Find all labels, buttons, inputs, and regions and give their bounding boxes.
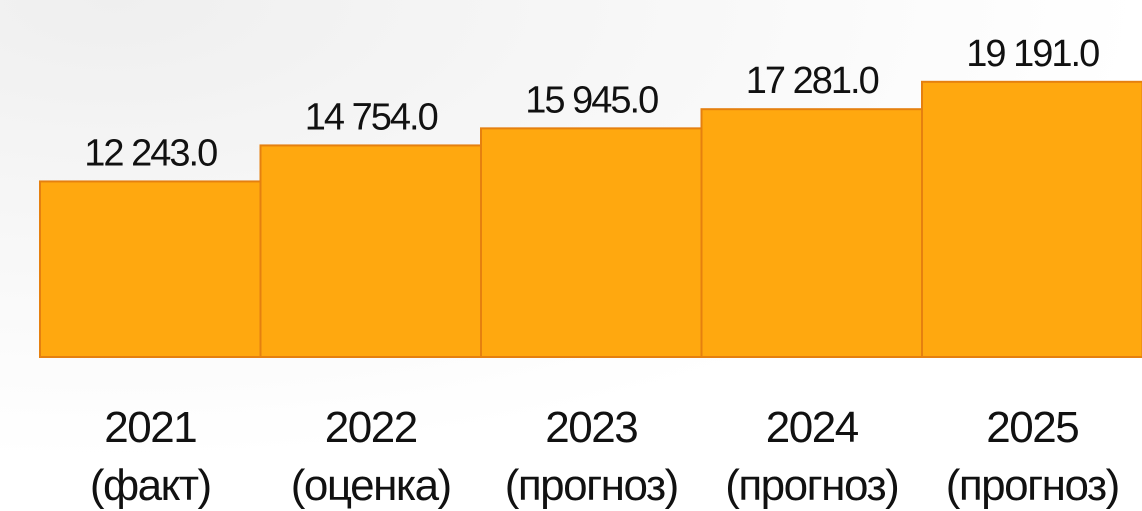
- bar: [39, 180, 262, 358]
- x-tick-label: (прогноз): [946, 461, 1119, 510]
- value-label: 19 191.0: [966, 33, 1099, 75]
- bar: [259, 144, 482, 358]
- x-tick-label: 2021: [104, 403, 196, 452]
- value-label: 12 243.0: [84, 132, 217, 174]
- x-tick-label: 2024: [766, 403, 859, 452]
- bar: [700, 108, 923, 358]
- x-tick-label: (прогноз): [725, 461, 898, 510]
- x-tick-label: (оценка): [291, 461, 451, 510]
- bar: [921, 80, 1142, 359]
- x-tick-label: 2025: [986, 403, 1078, 452]
- x-tick-label: (прогноз): [505, 461, 678, 510]
- x-tick-label: 2023: [545, 403, 637, 452]
- x-tick-label: (факт): [90, 461, 211, 510]
- value-label: 17 281.0: [746, 60, 879, 102]
- bar: [480, 127, 703, 358]
- value-label: 14 754.0: [305, 96, 438, 138]
- value-label: 15 945.0: [525, 79, 658, 121]
- x-tick-label: 2022: [325, 403, 417, 452]
